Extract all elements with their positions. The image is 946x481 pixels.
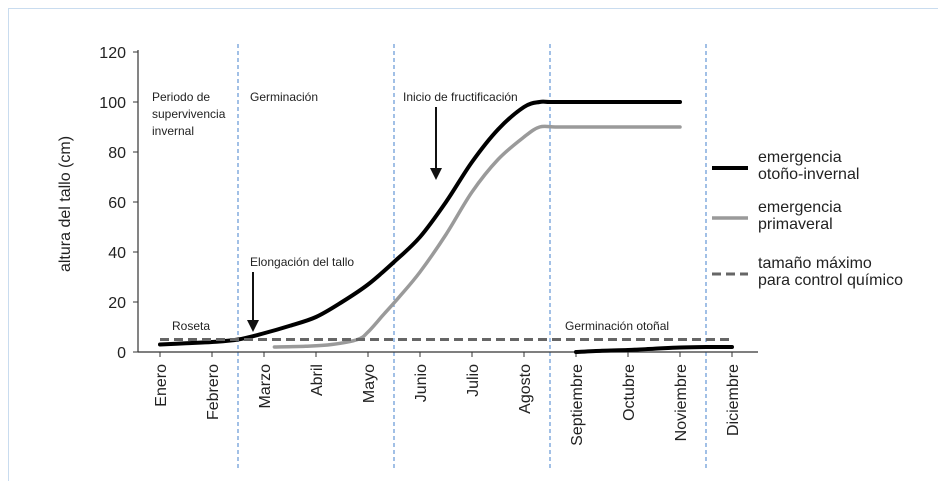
legend-label-0: otoño-invernal <box>758 166 859 183</box>
annotation-winter-survival: invernal <box>152 124 194 138</box>
y-axis-label: altura del tallo (cm) <box>57 136 74 272</box>
series-line-0-segment-0 <box>158 99 682 347</box>
x-tick-label: Febrero <box>205 364 222 420</box>
y-tick-label: 20 <box>108 295 126 312</box>
x-tick-label: Abril <box>309 364 326 396</box>
annotation-winter-survival: Periodo de <box>152 90 210 104</box>
arrow-fruiting-head <box>430 168 442 180</box>
series-line-0-segment-1 <box>574 344 734 354</box>
x-tick-label: Julio <box>465 364 482 397</box>
x-tick-label: Enero <box>153 364 170 407</box>
arrow-elongation-head <box>247 320 259 332</box>
annotation-rosette: Roseta <box>172 319 210 333</box>
x-tick-label: Diciembre <box>725 364 742 436</box>
y-tick-label: 120 <box>99 45 126 62</box>
x-tick-label: Septiembre <box>569 364 586 446</box>
legend-label-2: tamaño máximo <box>758 255 872 272</box>
annotation-winter-survival: supervivencia <box>152 107 226 121</box>
legend-label-1: emergencia <box>758 199 842 216</box>
x-tick-label: Marzo <box>257 364 274 409</box>
annotation-stem-elongation: Elongación del tallo <box>250 255 354 269</box>
y-tick-label: 0 <box>117 345 126 362</box>
annotation-autumn-germination: Germinación otoñal <box>565 319 669 333</box>
series-line-1-segment-0 <box>272 124 682 349</box>
y-tick-label: 100 <box>99 95 126 112</box>
x-tick-label: Octubre <box>621 364 638 421</box>
legend-label-1: primaveral <box>758 216 833 233</box>
legend-label-2: para control químico <box>758 272 903 289</box>
legend-label-0: emergencia <box>758 149 842 166</box>
x-tick-label: Agosto <box>517 364 534 414</box>
y-tick-label: 60 <box>108 195 126 212</box>
y-tick-label: 40 <box>108 245 126 262</box>
annotation-fruiting-start: Inicio de fructificación <box>403 90 518 104</box>
annotation-germination: Germinación <box>250 90 318 104</box>
y-tick-label: 80 <box>108 145 126 162</box>
x-tick-label: Noviembre <box>673 364 690 441</box>
x-tick-label: Junio <box>413 364 430 402</box>
figure-frame <box>8 8 938 481</box>
x-tick-label: Mayo <box>361 364 378 403</box>
